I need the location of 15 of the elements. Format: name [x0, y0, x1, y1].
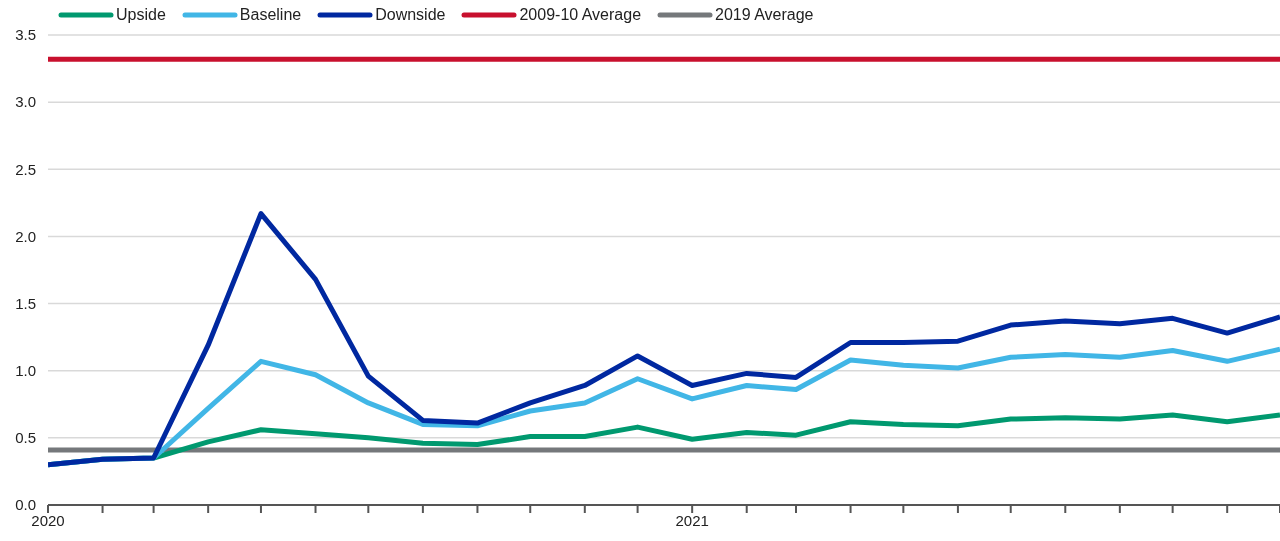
legend-label: Upside [116, 6, 166, 24]
y-tick-label: 3.0 [15, 93, 36, 111]
x-tick-label: 2021 [675, 511, 709, 529]
y-tick-label: 2.0 [15, 227, 36, 245]
legend-label: 2019 Average [715, 6, 814, 24]
y-tick-label: 1.0 [15, 362, 36, 380]
legend-label: 2009-10 Average [519, 6, 642, 24]
legend-label: Downside [375, 6, 446, 24]
y-tick-label: 3.5 [15, 26, 36, 44]
y-tick-label: 0.0 [15, 496, 36, 514]
y-tick-label: 2.5 [15, 160, 36, 178]
x-tick-label: 2020 [31, 511, 65, 529]
legend-label: Baseline [239, 6, 302, 24]
y-tick-label: 0.5 [15, 429, 36, 447]
y-tick-label: 1.5 [15, 294, 36, 312]
